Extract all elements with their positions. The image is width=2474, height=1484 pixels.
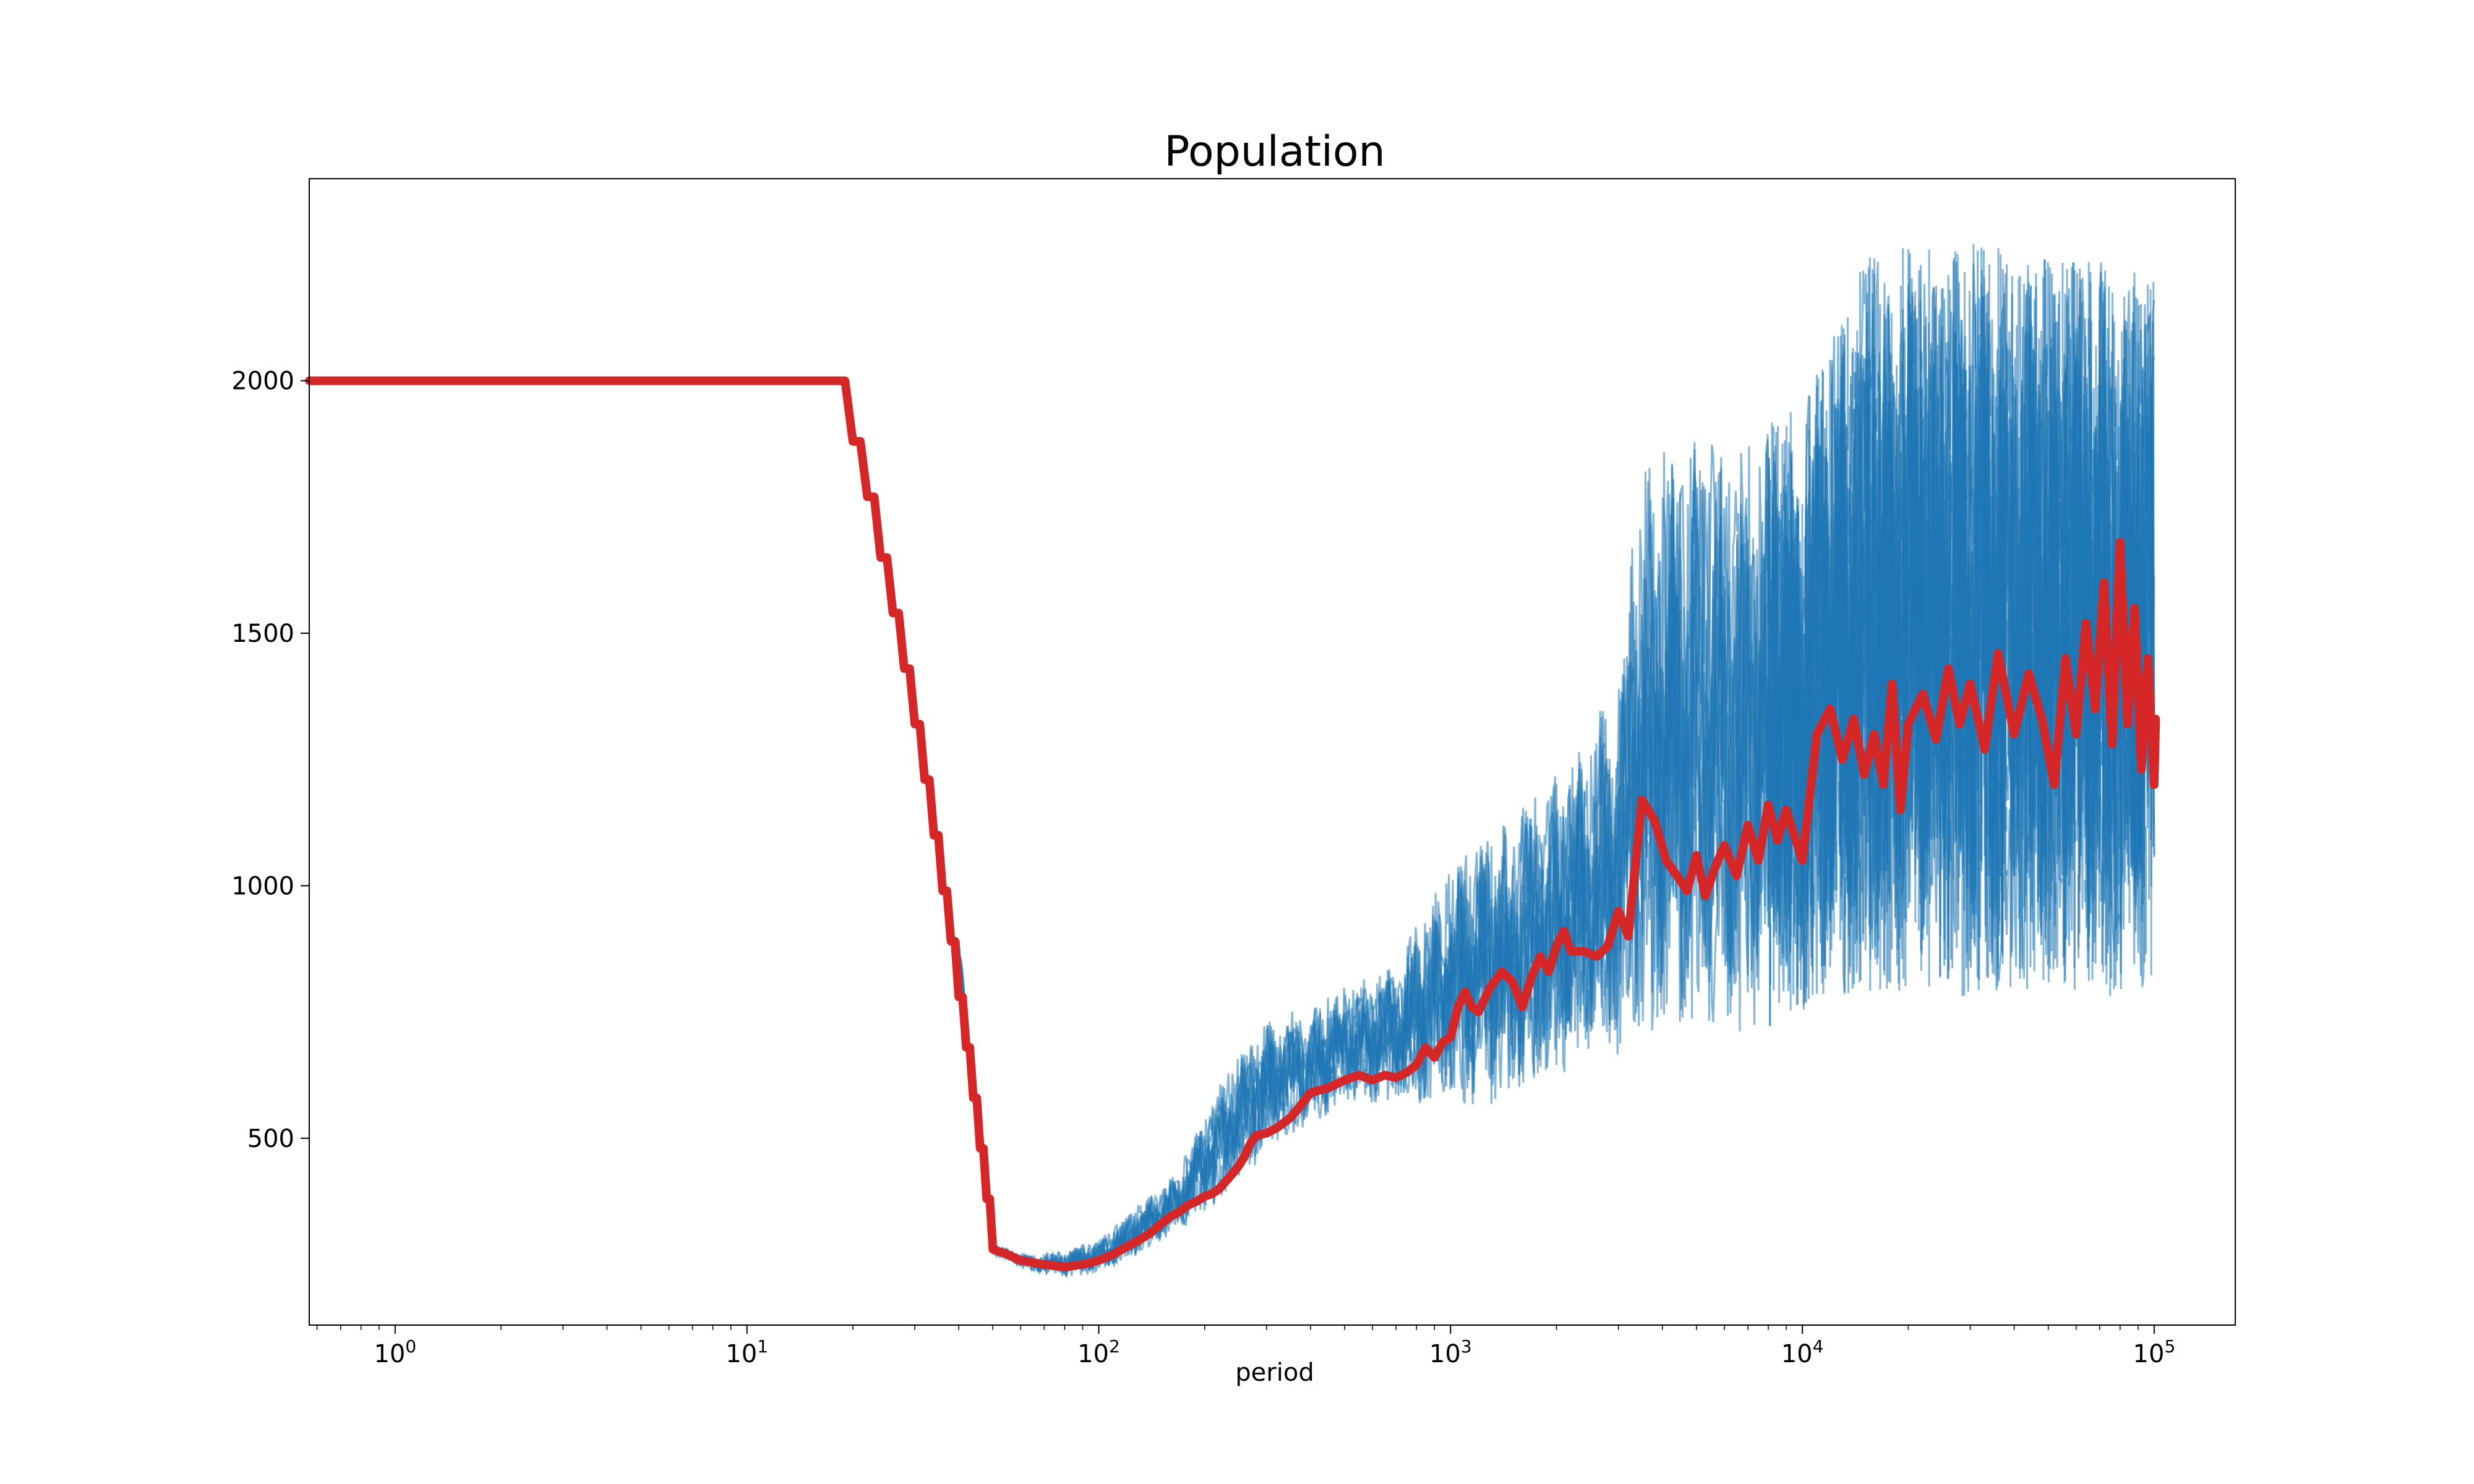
y-tick-label: 500 bbox=[247, 1125, 294, 1153]
x-tick-label: 101 bbox=[726, 1336, 768, 1368]
x-tick-label: 104 bbox=[1781, 1336, 1824, 1368]
y-tick-label: 1500 bbox=[231, 620, 294, 648]
x-tick-label: 105 bbox=[2133, 1336, 2176, 1368]
x-axis-label: period bbox=[1235, 1358, 1314, 1387]
run-line bbox=[957, 281, 2155, 1277]
plot-frame bbox=[309, 178, 2236, 1326]
chart-title: Population bbox=[1164, 127, 1385, 176]
x-axis: 100 101 102 103 104 105 bbox=[316, 1325, 2176, 1368]
x-tick-label: 102 bbox=[1077, 1336, 1120, 1368]
x-tick-label: 100 bbox=[374, 1336, 416, 1368]
y-tick-label: 1000 bbox=[231, 872, 294, 900]
mean-line-layer bbox=[305, 376, 2160, 1272]
mean-line bbox=[305, 376, 2160, 1272]
x-tick-label: 103 bbox=[1429, 1336, 1472, 1368]
y-axis: 500 1000 1500 2000 bbox=[231, 367, 309, 1153]
y-tick-label: 2000 bbox=[231, 367, 294, 396]
